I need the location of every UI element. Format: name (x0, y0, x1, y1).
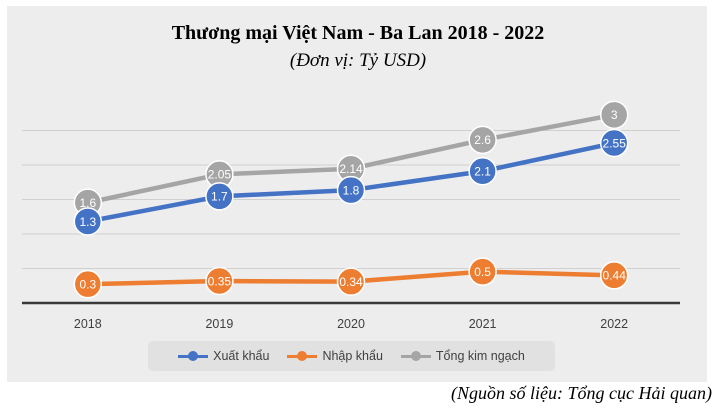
data-point-nhap-khau-2021 (468, 257, 497, 286)
data-point-xuat-khau-2020 (336, 175, 366, 205)
data-label-tong-kim-ngach-2019: 2.05 (208, 168, 232, 182)
data-point-xuat-khau-2022 (599, 128, 629, 158)
data-label-nhap-khau-2021: 0.5 (474, 265, 491, 279)
data-label-tong-kim-ngach-2020: 2.14 (339, 162, 363, 176)
data-point-xuat-khau-2021 (468, 157, 497, 186)
legend-item-xuat-khau: Xuất khẩu (178, 349, 269, 363)
data-point-nhap-khau-2020 (336, 267, 366, 296)
data-label-xuat-khau-2019: 1.7 (211, 190, 228, 204)
x-tick-label-2020: 2020 (337, 317, 365, 331)
x-tick-label-2021: 2021 (469, 317, 497, 331)
x-tick-label-2019: 2019 (205, 317, 233, 331)
legend-marker-nhap-khau (287, 351, 318, 361)
data-label-xuat-khau-2020: 1.8 (343, 183, 360, 197)
data-point-tong-kim-ngach-2022 (599, 100, 629, 130)
chart-title: Thương mại Việt Nam - Ba Lan 2018 - 2022 (171, 22, 545, 44)
legend-label-tong-kim-ngach: Tổng kim ngạch (435, 349, 525, 363)
data-point-xuat-khau-2019 (205, 182, 234, 211)
legend-item-tong-kim-ngach: Tổng kim ngạch (400, 349, 525, 363)
legend-marker-tong-kim-ngach (400, 351, 431, 361)
legend: Xuất khẩu Nhập khẩu Tổng kim ngạch (148, 341, 555, 371)
x-tick-label-2022: 2022 (600, 317, 628, 331)
data-label-nhap-khau-2020: 0.34 (339, 275, 363, 289)
data-label-nhap-khau-2022: 0.44 (603, 269, 627, 283)
data-label-nhap-khau-2018: 0.3 (79, 277, 96, 291)
legend-marker-xuat-khau (178, 351, 209, 361)
data-label-tong-kim-ngach-2018: 1.6 (79, 196, 96, 210)
legend-label-xuat-khau: Xuất khẩu (213, 349, 270, 363)
data-point-xuat-khau-2018 (73, 207, 103, 236)
data-label-xuat-khau-2022: 2.55 (603, 136, 627, 150)
data-point-nhap-khau-2019 (205, 266, 234, 296)
chart-subtitle: (Đơn vị: Tỷ USD) (289, 50, 427, 71)
source-note: (Nguồn số liệu: Tổng cục Hải quan) (451, 383, 712, 403)
legend-item-nhap-khau: Nhập khẩu (287, 349, 383, 363)
data-label-tong-kim-ngach-2022: 3 (611, 108, 618, 122)
data-label-tong-kim-ngach-2021: 2.6 (474, 133, 491, 147)
data-label-xuat-khau-2018: 1.3 (79, 215, 96, 229)
data-label-xuat-khau-2021: 2.1 (474, 165, 491, 179)
data-label-nhap-khau-2019: 0.35 (208, 274, 232, 288)
data-point-nhap-khau-2022 (599, 261, 629, 290)
legend-label-nhap-khau: Nhập khẩu (322, 349, 383, 363)
data-point-nhap-khau-2018 (73, 269, 103, 299)
x-tick-label-2018: 2018 (74, 317, 102, 331)
data-point-tong-kim-ngach-2021 (468, 125, 497, 155)
